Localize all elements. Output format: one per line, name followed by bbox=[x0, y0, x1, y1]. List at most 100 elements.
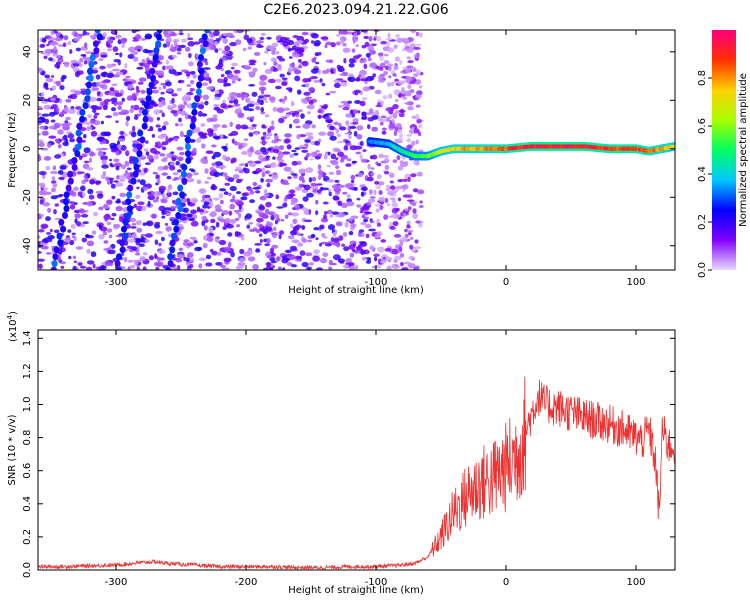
heatmap-noise-blob bbox=[54, 37, 63, 42]
heatmap-noise-blob bbox=[137, 97, 146, 101]
heatmap-noise-blob bbox=[345, 120, 350, 126]
heatmap-noise-blob bbox=[389, 185, 396, 190]
heatmap-noise-blob bbox=[110, 217, 115, 221]
heatmap-noise-blob bbox=[273, 61, 278, 67]
heatmap-noise-blob bbox=[290, 173, 298, 176]
heatmap-noise-blob bbox=[353, 243, 356, 247]
heatmap-noise-blob bbox=[220, 199, 224, 205]
heatmap-noise-blob bbox=[60, 261, 67, 265]
heatmap-streak-cell bbox=[145, 95, 152, 103]
heatmap-noise-blob bbox=[223, 257, 232, 262]
spectrogram-y-label: Frequency (Hz) bbox=[7, 112, 18, 188]
heatmap-noise-blob bbox=[247, 108, 255, 112]
heatmap-noise-blob bbox=[294, 53, 300, 58]
heatmap-noise-blob bbox=[80, 214, 89, 218]
heatmap-noise-blob bbox=[156, 70, 165, 76]
heatmap-noise-blob bbox=[147, 191, 152, 195]
heatmap-noise-blob bbox=[124, 133, 128, 137]
heatmap-noise-blob bbox=[305, 167, 314, 173]
heatmap-noise-blob bbox=[219, 164, 227, 169]
heatmap-noise-blob bbox=[214, 93, 222, 98]
heatmap-noise-blob bbox=[157, 165, 165, 171]
heatmap-noise-blob bbox=[175, 257, 183, 263]
heatmap-noise-blob bbox=[200, 123, 206, 127]
heatmap-noise-blob bbox=[388, 109, 394, 115]
heatmap-noise-blob bbox=[228, 133, 234, 137]
heatmap-noise-blob bbox=[97, 266, 102, 270]
heatmap-noise-blob bbox=[185, 95, 192, 102]
heatmap-noise-blob bbox=[415, 139, 419, 145]
heatmap-noise-blob bbox=[109, 162, 113, 167]
heatmap-noise-blob bbox=[67, 133, 75, 139]
heatmap-noise-blob bbox=[248, 62, 256, 66]
heatmap-noise-blob bbox=[332, 122, 340, 125]
heatmap-noise-blob bbox=[271, 232, 278, 239]
heatmap-noise-blob bbox=[38, 229, 45, 233]
heatmap-noise-blob bbox=[250, 116, 255, 120]
heatmap-noise-blob bbox=[304, 82, 310, 88]
heatmap-streak-cell bbox=[112, 288, 118, 295]
heatmap-noise-blob bbox=[201, 194, 206, 201]
heatmap-noise-blob bbox=[45, 216, 51, 222]
heatmap-noise-blob bbox=[155, 266, 160, 270]
heatmap-noise-blob bbox=[279, 145, 284, 151]
heatmap-noise-blob bbox=[127, 238, 136, 243]
heatmap-noise-blob bbox=[156, 256, 161, 262]
heatmap-streak-cell bbox=[156, 30, 163, 34]
heatmap-noise-blob bbox=[311, 57, 317, 63]
heatmap-noise-blob bbox=[115, 182, 124, 187]
heatmap-noise-blob bbox=[261, 124, 266, 129]
heatmap-noise-blob bbox=[248, 84, 256, 87]
heatmap-noise-blob bbox=[265, 114, 270, 118]
heatmap-streak-cell bbox=[67, 177, 74, 185]
heatmap-noise-blob bbox=[222, 226, 227, 230]
heatmap-noise-blob bbox=[385, 37, 393, 41]
heatmap-noise-blob bbox=[106, 63, 114, 69]
heatmap-noise-blob bbox=[215, 221, 220, 228]
heatmap-noise-blob bbox=[232, 194, 236, 201]
heatmap-noise-blob bbox=[298, 168, 306, 174]
heatmap-noise-blob bbox=[395, 207, 400, 212]
heatmap-noise-blob bbox=[172, 200, 176, 204]
heatmap-noise-blob bbox=[189, 264, 194, 269]
heatmap-noise-blob bbox=[408, 206, 412, 211]
heatmap-noise-blob bbox=[379, 190, 383, 195]
heatmap-noise-blob bbox=[405, 78, 410, 84]
heatmap-noise-blob bbox=[399, 109, 406, 114]
heatmap-noise-blob bbox=[368, 228, 376, 232]
heatmap-noise-blob bbox=[391, 263, 397, 269]
heatmap-noise-blob bbox=[279, 73, 285, 78]
heatmap-noise-blob bbox=[260, 89, 265, 95]
heatmap-noise-blob bbox=[363, 63, 368, 70]
heatmap-noise-blob bbox=[163, 207, 172, 211]
heatmap-noise-blob bbox=[108, 234, 113, 239]
heatmap-noise-blob bbox=[353, 38, 358, 41]
heatmap-noise-blob bbox=[336, 241, 341, 248]
heatmap-noise-blob bbox=[348, 58, 356, 64]
heatmap-noise-blob bbox=[200, 158, 208, 164]
heatmap-noise-blob bbox=[171, 93, 178, 97]
heatmap-streak-cell bbox=[161, 294, 167, 301]
heatmap-noise-blob bbox=[237, 262, 246, 266]
heatmap-streak-cell bbox=[92, 40, 99, 48]
heatmap-noise-blob bbox=[198, 132, 205, 137]
colorbar-tick-label: 0.0 bbox=[697, 262, 708, 278]
heatmap-noise-blob bbox=[176, 224, 184, 227]
heatmap-noise-blob bbox=[186, 84, 191, 87]
heatmap-noise-blob bbox=[59, 111, 63, 116]
heatmap-noise-blob bbox=[110, 97, 118, 103]
heatmap-noise-blob bbox=[59, 85, 65, 91]
heatmap-noise-blob bbox=[196, 179, 202, 185]
heatmap-noise-blob bbox=[375, 161, 379, 165]
heatmap-noise-blob bbox=[336, 64, 341, 70]
heatmap-streak-cell bbox=[185, 143, 191, 151]
heatmap-noise-blob bbox=[342, 42, 347, 47]
heatmap-noise-blob bbox=[368, 198, 376, 203]
heatmap-noise-blob bbox=[406, 229, 414, 233]
heatmap-noise-blob bbox=[271, 174, 279, 180]
heatmap-noise-blob bbox=[58, 193, 64, 197]
heatmap-noise-blob bbox=[196, 206, 201, 212]
heatmap-noise-blob bbox=[210, 218, 216, 224]
heatmap-noise-blob bbox=[393, 234, 402, 238]
heatmap-streak-cell bbox=[84, 88, 91, 96]
